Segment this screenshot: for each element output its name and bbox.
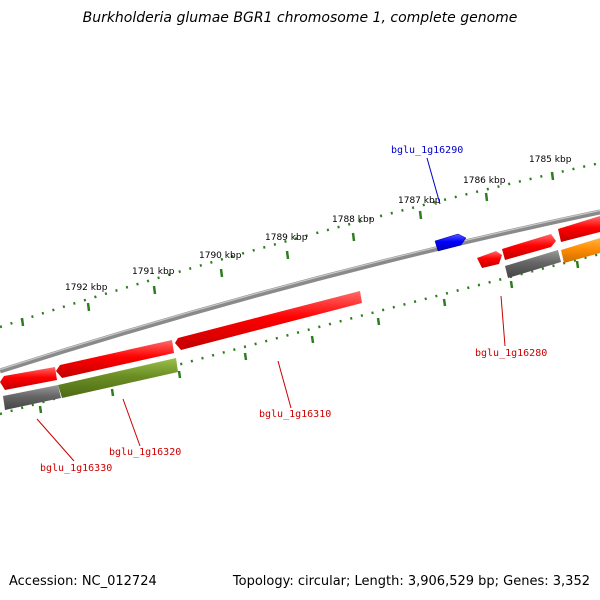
- gene-label[interactable]: bglu_1g16330: [40, 463, 112, 474]
- tick-label: 1792 kbp: [65, 283, 108, 293]
- upper-tick-track: [0, 161, 600, 329]
- tick-label: 1787 kbp: [398, 196, 441, 206]
- gene-bglu_1g16310[interactable]: [175, 291, 362, 350]
- major-tick: [509, 280, 514, 289]
- label-connector: [426, 157, 441, 205]
- gene-gray[interactable]: [505, 250, 561, 278]
- gene-label[interactable]: bglu_1g16280: [475, 348, 547, 359]
- major-ticks: [20, 171, 555, 327]
- tick-label: 1789 kbp: [265, 233, 308, 243]
- tick-label: 1790 kbp: [199, 251, 242, 261]
- gene-forward-red[interactable]: [56, 340, 174, 378]
- accession-text: Accession: NC_012724: [9, 574, 157, 589]
- gene-bglu_1g16320[interactable]: [58, 358, 178, 398]
- label-connector: [277, 360, 292, 409]
- major-tick: [219, 268, 224, 278]
- gene-bglu_1g16290[interactable]: [434, 233, 467, 252]
- genome-backbone: [0, 209, 600, 374]
- gene-orange[interactable]: [561, 238, 600, 263]
- major-tick: [418, 210, 423, 220]
- gene-forward-red[interactable]: [0, 367, 57, 390]
- major-tick: [484, 192, 489, 202]
- major-tick: [376, 317, 381, 326]
- major-tick: [177, 370, 182, 379]
- major-tick: [310, 335, 315, 344]
- major-tick: [20, 317, 25, 327]
- major-tick: [243, 352, 248, 361]
- major-tick: [351, 232, 356, 242]
- tick-label: 1786 kbp: [463, 176, 506, 186]
- major-tick: [152, 285, 157, 295]
- major-tick: [86, 302, 91, 312]
- gene-label[interactable]: bglu_1g16320: [109, 447, 181, 458]
- gene-bglu_1g16330[interactable]: [3, 385, 61, 410]
- tick-label: 1785 kbp: [529, 155, 572, 165]
- genome-backbone-highlight: [0, 209, 600, 371]
- gene-bglu_1g16280[interactable]: [477, 251, 502, 268]
- lower-major-ticks: [38, 260, 580, 414]
- topology-stats-text: Topology: circular; Length: 3,906,529 bp…: [232, 574, 590, 589]
- major-tick: [442, 298, 447, 307]
- major-tick: [550, 171, 555, 181]
- tick-label: 1791 kbp: [132, 267, 175, 277]
- gene-label[interactable]: bglu_1g16310: [259, 409, 331, 420]
- label-connector: [36, 418, 75, 462]
- major-tick: [110, 388, 115, 397]
- gene-label[interactable]: bglu_1g16290: [391, 145, 463, 156]
- major-tick: [285, 250, 290, 260]
- label-connector: [500, 295, 506, 347]
- gene-forward-red[interactable]: [558, 216, 600, 242]
- map-title: Burkholderia glumae BGR1 chromosome 1, c…: [82, 10, 518, 26]
- tick-label: 1788 kbp: [332, 215, 375, 225]
- label-connector: [122, 398, 141, 447]
- major-tick: [575, 260, 580, 269]
- gene-forward-red[interactable]: [502, 234, 556, 260]
- major-tick: [38, 405, 43, 414]
